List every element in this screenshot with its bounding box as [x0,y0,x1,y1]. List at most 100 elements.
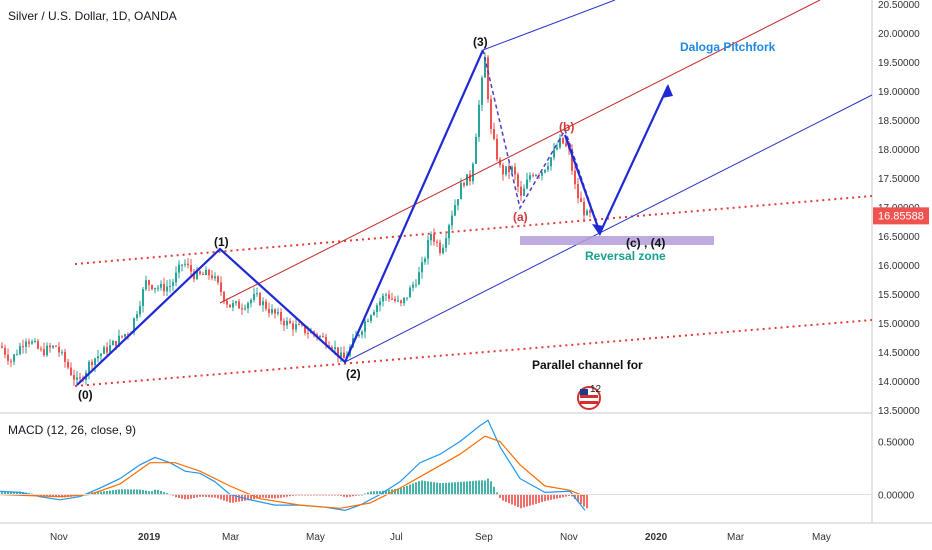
candle-body [106,347,108,353]
candle-body [166,286,168,292]
candle-body [10,360,12,362]
drawings-layer [74,0,873,387]
macd-histogram-bar [496,492,498,495]
macd-histogram-bar [7,491,9,495]
candle-body [526,179,528,189]
candle-body [40,348,42,350]
candle-body [325,336,327,346]
macd-histogram-bar [232,494,234,503]
macd-histogram-bar [541,494,543,503]
time-axis: Nov 2019 Mar May Jul Sep Nov 2020 Mar May [50,532,831,543]
candle-body [274,309,276,314]
macd-histogram-bar [430,481,432,495]
candle-body [433,233,435,242]
macd-axis: 0.50000 0.00000 [0,438,915,502]
macd-histogram-bar [121,489,123,495]
events-badge[interactable]: 12 [577,384,602,410]
macd-histogram-bar [499,494,501,498]
macd-histogram-bar [253,494,255,500]
candle-body [229,304,231,308]
candle-body [481,77,483,105]
macd-histogram-bar [217,494,219,499]
candle-body [199,271,201,274]
candle-body [172,282,174,287]
candle-body [376,305,378,312]
candle-body [523,188,525,196]
macd-histogram-bar [10,491,12,495]
macd-histogram-bar [283,494,285,498]
macd-histogram-bar [550,494,552,500]
macd-histogram-bar [502,494,504,501]
candle-body [394,299,396,301]
macd-histogram-bar [577,494,579,502]
candle-body [31,341,33,344]
macd-histogram-bar [142,489,144,495]
candle-body [16,354,18,356]
candle-body [496,138,498,160]
candle-body [553,149,555,158]
macd-histogram-bar [244,494,246,501]
candle-body [373,311,375,316]
macd-layer [0,419,588,512]
macd-histogram-bar [565,494,567,497]
flag-canton [580,389,588,395]
macd-histogram-bar [373,491,375,495]
candle-body [391,298,393,300]
candle-body [223,291,225,301]
channel-lower-line [74,319,873,387]
candle-body [343,352,345,359]
candle-body [415,284,417,286]
candle-body [445,238,447,248]
macd-histogram-bar [250,494,252,500]
price-pane [0,0,872,412]
last-price-tag[interactable]: 16.85588 [873,207,929,225]
candle-body [382,295,384,302]
candle-body [583,201,585,216]
candle-body [361,331,363,335]
flag-stripe-1 [580,395,598,398]
candle-body [208,269,210,276]
chart-title: Silver / U.S. Dollar, 1D, OANDA [8,9,177,23]
candle-body [190,265,192,272]
time-tick-label: May [306,532,325,543]
macd-histogram-bar [454,482,456,495]
macd-histogram-bar [337,494,339,496]
macd-histogram-bar [481,480,483,495]
candle-body [517,174,519,187]
macd-histogram-bar [4,491,6,495]
price-tick-label: 20.50000 [878,0,920,11]
candle-body [547,166,549,170]
macd-histogram-bar [181,494,183,499]
candle-body [490,99,492,129]
macd-histogram-bar [586,494,588,509]
macd-histogram-bar [472,480,474,495]
candle-body [73,375,75,380]
macd-histogram-bar [511,494,513,505]
macd-histogram-bar [265,494,267,498]
candle-body [448,225,450,239]
macd-histogram-bar [457,481,459,495]
macd-histogram-bar [451,482,453,495]
macd-histogram-bar [175,494,177,498]
candle-body [295,324,297,330]
candle-body [13,354,15,362]
candle-body [286,320,288,326]
candle-body [46,345,48,356]
macd-histogram-bar [568,494,570,496]
macd-histogram-bar [412,483,414,495]
candle-body [280,311,282,321]
macd-histogram-bar [88,493,90,495]
candle-body [466,174,468,186]
macd-histogram-bar [46,494,48,496]
macd-histogram-bar [160,490,162,495]
candle-body [514,166,516,175]
candle-body [379,301,381,306]
reversal-zone-label: Reversal zone [585,249,666,263]
macd-histogram-bar [184,494,186,500]
candle-body [580,198,582,202]
macd-histogram-bar [139,489,141,495]
macd-histogram-bar [130,489,132,495]
macd-histogram-bar [439,483,441,495]
candle-body [439,242,441,254]
macd-histogram-bar [187,494,189,500]
